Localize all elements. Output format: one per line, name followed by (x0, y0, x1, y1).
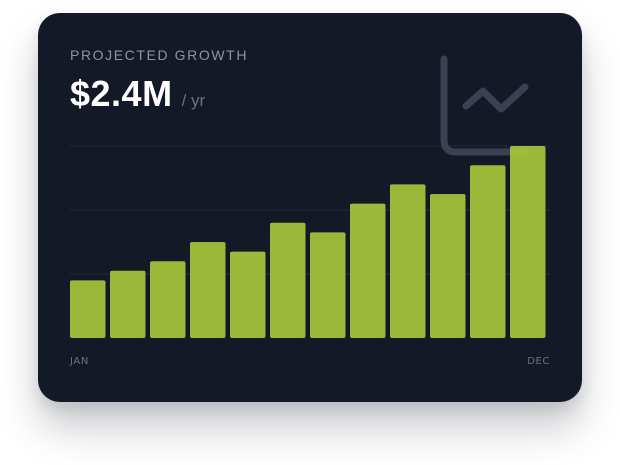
bar-3 (150, 261, 186, 338)
bar-5 (230, 251, 266, 338)
bar-11 (470, 165, 506, 338)
x-tick-label-last: DEC (527, 356, 550, 367)
trending-chart-icon (440, 55, 533, 156)
chart-bars (70, 146, 546, 338)
bar-9 (390, 184, 426, 338)
bar-10 (430, 194, 466, 338)
growth-bar-chart (70, 55, 550, 338)
bar-1 (70, 280, 106, 338)
bar-8 (350, 203, 386, 338)
headline-value: $2.4M (70, 73, 173, 114)
bar-7 (310, 232, 346, 338)
headline-value-group: $2.4M / yr (70, 73, 205, 115)
headline-unit: / yr (181, 91, 206, 110)
bar-2 (110, 270, 146, 338)
bar-12 (510, 146, 546, 338)
bar-6 (270, 222, 306, 338)
x-tick-label-first: JAN (70, 356, 89, 367)
projected-growth-card: PROJECTED GROWTH $2.4M / yr JAN DEC (38, 13, 582, 402)
card-kicker: PROJECTED GROWTH (70, 47, 249, 63)
bar-4 (190, 242, 226, 338)
